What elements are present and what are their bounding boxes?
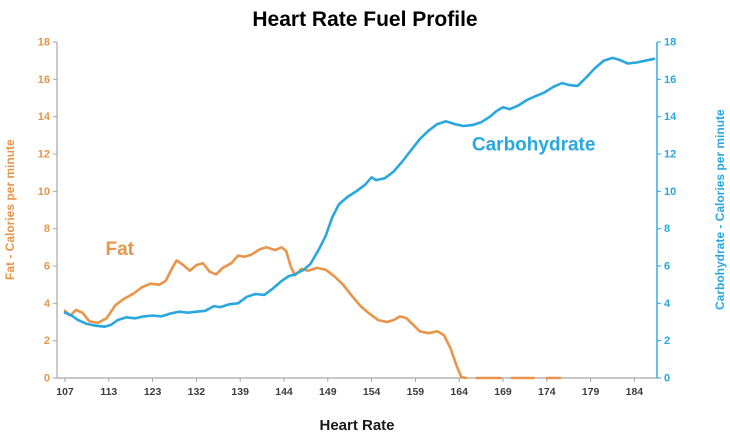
left-y-tick-label: 12 xyxy=(38,149,50,161)
right-y-tick-label: 12 xyxy=(664,149,676,161)
left-y-tick-label: 16 xyxy=(38,74,50,86)
right-y-tick-label: 6 xyxy=(664,261,670,273)
left-y-tick-label: 14 xyxy=(38,111,51,123)
left-y-tick-label: 8 xyxy=(44,223,50,235)
left-y-tick-label: 6 xyxy=(44,261,50,273)
right-y-tick-label: 8 xyxy=(664,223,670,235)
x-tick-label: 144 xyxy=(275,386,293,398)
right-y-tick-label: 4 xyxy=(664,298,671,310)
x-tick-label: 179 xyxy=(582,386,600,398)
right-y-tick-label: 0 xyxy=(664,373,670,385)
annotation-carbohydrate: Carbohydrate xyxy=(472,134,596,155)
left-y-tick-label: 2 xyxy=(44,335,50,347)
x-tick-label: 174 xyxy=(538,386,556,398)
x-tick-label: 113 xyxy=(100,386,117,398)
x-tick-label: 169 xyxy=(494,386,512,398)
x-tick-label: 184 xyxy=(626,386,644,398)
right-y-tick-label: 2 xyxy=(664,335,670,347)
x-tick-label: 164 xyxy=(450,386,468,398)
left-y-tick-label: 10 xyxy=(38,186,50,198)
x-axis-title: Heart Rate xyxy=(319,417,395,434)
left-axis-title: Fat - Calories per minute xyxy=(3,139,17,281)
left-y-tick-label: 18 xyxy=(38,37,50,49)
left-y-tick-label: 4 xyxy=(44,298,51,310)
x-tick-label: 107 xyxy=(56,386,74,398)
right-y-tick-label: 16 xyxy=(664,74,676,86)
x-tick-label: 149 xyxy=(319,386,337,398)
x-tick-label: 154 xyxy=(363,386,381,398)
x-tick-label: 139 xyxy=(231,386,249,398)
right-axis-title: Carbohydrate - Calories per minute xyxy=(713,109,727,311)
annotation-fat: Fat xyxy=(106,239,135,260)
x-tick-label: 132 xyxy=(188,386,206,398)
x-tick-label: 159 xyxy=(407,386,425,398)
right-y-tick-label: 18 xyxy=(664,37,676,49)
x-tick-label: 123 xyxy=(144,386,162,398)
right-y-tick-label: 14 xyxy=(664,111,677,123)
chart-title: Heart Rate Fuel Profile xyxy=(252,8,478,31)
series-fat-line xyxy=(63,246,562,380)
series-carbohydrate-line xyxy=(63,56,656,328)
right-y-tick-label: 10 xyxy=(664,186,676,198)
left-y-tick-label: 0 xyxy=(44,373,50,385)
